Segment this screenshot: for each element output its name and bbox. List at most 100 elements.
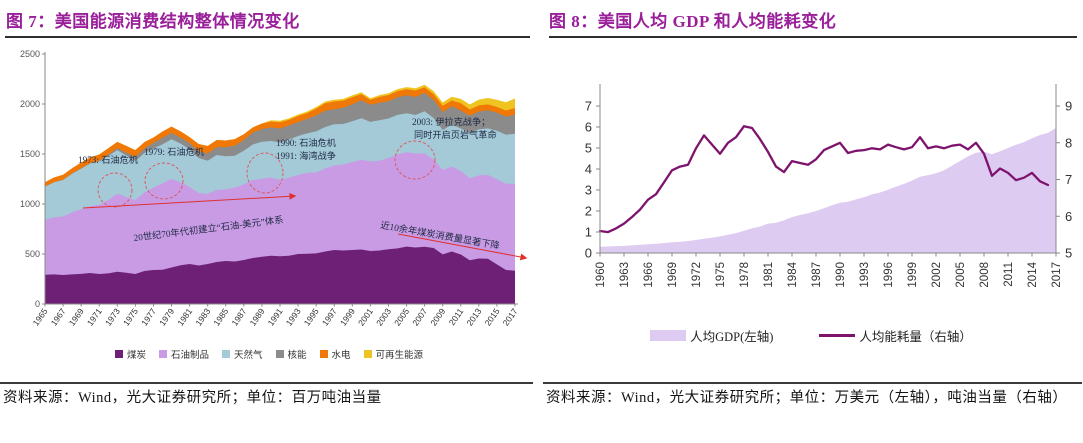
svg-text:7: 7 [1065,172,1072,187]
svg-text:1975: 1975 [121,306,140,327]
event-circle [394,140,436,180]
svg-text:1971: 1971 [85,306,104,327]
svg-text:1983: 1983 [193,306,212,327]
svg-text:2011: 2011 [1003,262,1015,287]
legend-label: 核能 [287,351,307,361]
svg-text:2: 2 [585,204,592,219]
legend-swatch [158,350,167,358]
svg-text:1500: 1500 [20,149,40,159]
annotation-label: 2003: 伊拉克战争； [412,116,490,127]
legend-swatch [221,350,230,358]
svg-text:1963: 1963 [619,262,631,288]
figure-7-title: 图 7：美国能源消费结构整体情况变化 [6,12,300,31]
svg-text:1: 1 [585,225,592,240]
svg-text:1984: 1984 [787,261,799,287]
legend-label: 人均GDP(左轴) [690,330,774,344]
svg-text:1975: 1975 [715,262,727,288]
annotation-label: 1979: 石油危机 [144,146,204,157]
trend-arrow [397,233,528,261]
svg-text:1996: 1996 [883,262,895,288]
svg-text:2007: 2007 [410,306,429,327]
svg-text:1981: 1981 [763,262,775,288]
svg-text:1989: 1989 [248,306,267,327]
figure-7-title-rule [5,36,530,38]
svg-text:8: 8 [1065,135,1072,150]
figure-7-source-note: 资料来源：Wind，光大证券研究所；单位：百万吨油当量 [3,390,382,406]
svg-text:1990: 1990 [835,262,847,288]
svg-text:1981: 1981 [175,306,194,327]
figure-8-source-note: 资料来源：Wind，光大证券研究所；单位：万美元（左轴），吨油当量（右轴） [546,390,1068,406]
svg-text:2017: 2017 [501,306,520,327]
svg-text:2001: 2001 [356,306,375,327]
annotation-label: 1990: 石油危机 [276,137,336,148]
svg-text:1999: 1999 [338,306,357,327]
legend-item: 水电 [319,347,351,361]
svg-text:1987: 1987 [229,306,248,327]
stacked-series [45,84,515,305]
svg-text:5: 5 [1065,246,1072,261]
series-人均GDP(左轴) [600,128,1056,253]
svg-text:9: 9 [1065,99,1072,114]
figure-7-legend: 煤炭 石油制品 天然气 核能 水电 可再生能源 [8,347,530,361]
svg-text:2003: 2003 [374,306,393,327]
legend-swatch [114,350,123,358]
svg-text:1966: 1966 [643,262,655,288]
svg-text:1997: 1997 [320,306,339,327]
legend-swatch [363,350,372,358]
svg-text:7: 7 [585,99,592,114]
svg-text:3: 3 [585,183,592,198]
legend-label: 可再生能源 [375,351,424,361]
figure-8-legend: 人均GDP(左轴) 人均能耗量（右轴） [549,326,1073,345]
series-煤炭 [45,246,515,304]
figure-8-footer-rule [543,382,1082,384]
svg-text:2017: 2017 [1051,262,1063,288]
axes: 0 1 2 3 4 5 6 7 5 6 7 8 9 1960 1963 1966 1969 1972 1975 197… [585,84,1072,288]
legend-item: 人均能耗量（右轴） [819,326,972,345]
svg-text:1960: 1960 [595,262,607,288]
svg-text:0: 0 [585,246,592,261]
svg-text:1991: 1991 [266,306,285,327]
svg-text:1985: 1985 [211,306,230,327]
svg-text:1999: 1999 [907,262,919,288]
legend-item: 核能 [275,347,307,361]
svg-text:1969: 1969 [667,262,679,288]
svg-text:2015: 2015 [483,306,502,327]
event-circle [144,162,184,200]
figure-7-footer-rule [0,382,533,384]
svg-text:1967: 1967 [49,306,68,327]
svg-text:1978: 1978 [739,262,751,288]
trend-arrow [82,192,297,209]
svg-text:2002: 2002 [931,262,943,288]
svg-text:6: 6 [1065,209,1072,224]
svg-text:1973: 1973 [103,306,122,327]
legend-swatch [319,350,328,358]
figure-8-title: 图 8：美国人均 GDP 和人均能耗变化 [549,12,837,31]
svg-text:2005: 2005 [392,306,411,327]
svg-text:1972: 1972 [691,262,703,288]
annotation-label: 1973: 石油危机 [78,154,138,165]
svg-text:2008: 2008 [979,262,991,288]
legend-item: 石油制品 [158,347,209,361]
legend-label: 水电 [331,351,351,361]
svg-text:1977: 1977 [139,306,158,327]
event-circle [246,152,284,194]
svg-text:2011: 2011 [447,306,466,327]
legend-swatch [275,350,284,358]
svg-text:1993: 1993 [284,306,303,327]
annotation-label: 1991: 海湾战争 [276,150,336,161]
svg-text:2013: 2013 [464,306,483,327]
svg-text:2000: 2000 [20,99,40,109]
svg-text:1987: 1987 [811,262,823,288]
svg-text:0: 0 [35,299,40,309]
legend-swatch [819,334,856,337]
legend-swatch [650,330,687,341]
svg-text:6: 6 [585,120,592,135]
svg-text:2014: 2014 [1027,261,1039,287]
legend-label: 石油制品 [170,351,209,361]
event-circle [97,172,133,208]
legend-item: 可再生能源 [363,347,424,361]
svg-text:2005: 2005 [955,262,967,288]
legend-item: 煤炭 [114,347,146,361]
